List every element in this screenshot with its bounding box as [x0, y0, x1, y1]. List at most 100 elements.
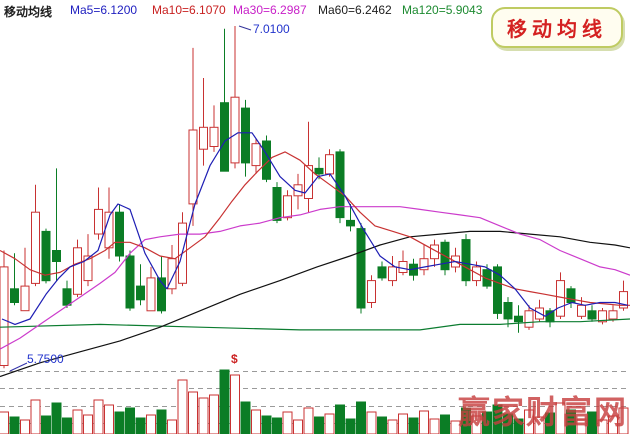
candle-body	[251, 143, 261, 167]
candle-body	[62, 288, 72, 306]
candle-body	[356, 228, 366, 309]
candle-body	[619, 291, 628, 309]
candle-body	[335, 151, 345, 219]
volume-bar	[440, 414, 450, 434]
volume-bar	[398, 413, 408, 434]
volume-bar	[272, 417, 282, 434]
volume-bar	[146, 414, 156, 434]
ma-line-ma5	[1, 132, 629, 325]
candle-body	[598, 310, 607, 323]
candle-body	[73, 247, 82, 295]
volume-bar	[387, 419, 398, 434]
volume-bar	[114, 411, 125, 434]
ma120-value-label: Ma120=5.9043	[402, 3, 483, 17]
volume-bar	[198, 397, 209, 434]
volume-bar	[41, 415, 51, 434]
volume-bar	[356, 401, 366, 434]
volume-bar	[366, 411, 377, 434]
volume-bar	[408, 417, 419, 434]
candle-body	[556, 280, 565, 317]
volume-bar	[345, 418, 356, 434]
volume-bar	[597, 419, 608, 434]
candle-body	[398, 261, 408, 273]
ma5-value-label: Ma5=6.1200	[70, 3, 138, 17]
volume-bar	[576, 418, 587, 434]
ma-line-ma60	[0, 230, 630, 378]
volume-bar	[450, 420, 461, 434]
candle-body	[0, 266, 9, 366]
volume-bar	[608, 415, 618, 434]
volume-bar	[461, 407, 471, 434]
volume-bar	[324, 413, 335, 434]
candle-body	[304, 165, 313, 200]
volume-bar	[555, 402, 566, 434]
volume-bar	[209, 394, 219, 434]
candle-body	[419, 258, 429, 271]
volume-bar	[72, 409, 83, 434]
candle-body	[10, 288, 19, 303]
candle-body	[136, 285, 145, 301]
indicator-title: 移动均线	[4, 5, 53, 19]
volume-bar	[9, 416, 20, 434]
low-price-annotation: 5.7500	[27, 352, 64, 366]
ma30-value-label: Ma30=6.2987	[233, 3, 307, 17]
volume-bar	[261, 415, 272, 434]
volume-bar	[0, 411, 9, 434]
candle-body	[272, 187, 282, 221]
candle-body	[461, 239, 471, 282]
ma10-value-label: Ma10=6.1070	[152, 3, 226, 17]
volume-bar	[335, 404, 345, 434]
ma-line-ma10	[0, 151, 630, 306]
volume-bar	[482, 411, 492, 434]
candle-body	[125, 255, 135, 309]
volume-bar	[93, 399, 104, 434]
candle-body	[388, 266, 397, 282]
volume-bar	[62, 417, 72, 434]
candle-body	[367, 280, 376, 304]
volume-bar	[282, 411, 293, 434]
candle-body	[52, 250, 61, 262]
candle-body	[482, 269, 492, 287]
candle-body	[493, 266, 502, 314]
volume-bar	[156, 409, 167, 434]
volume-bar	[377, 416, 387, 434]
volume-bar	[188, 391, 198, 434]
ma-title-badge: 移动均线	[491, 7, 623, 48]
volume-bar	[303, 407, 314, 434]
candle-body	[20, 285, 30, 312]
volume-bar	[566, 409, 576, 434]
ma-line-ma30	[0, 206, 630, 350]
volume-bar	[30, 399, 41, 434]
volume-bar	[230, 374, 240, 434]
volume-bar	[587, 411, 597, 434]
low-annotation-pointer	[9, 362, 28, 372]
volume-bar	[177, 379, 188, 434]
volume-bar	[240, 401, 251, 434]
volume-bar	[135, 417, 146, 434]
candle-body	[566, 288, 576, 303]
candle-body	[503, 302, 513, 320]
candle-body	[83, 255, 93, 282]
candle-body	[115, 211, 124, 257]
candle-body	[293, 184, 303, 197]
candle-body	[146, 277, 156, 312]
volume-bar	[492, 404, 503, 434]
candle-body	[94, 208, 103, 235]
volume-bar	[167, 419, 177, 434]
volume-bar	[524, 409, 534, 434]
volume-bar	[251, 409, 261, 434]
volume-bar	[503, 413, 513, 434]
candle-body	[608, 310, 618, 320]
candle-body	[314, 167, 324, 175]
volume-bar	[471, 415, 482, 434]
candle-body	[230, 96, 240, 164]
candle-body	[577, 304, 586, 317]
high-annotation-pointer	[238, 25, 252, 31]
candle-body	[188, 129, 198, 205]
candle-body	[587, 310, 597, 320]
volume-bar	[104, 404, 114, 434]
candle-body	[283, 195, 292, 219]
candle-body	[41, 230, 51, 282]
